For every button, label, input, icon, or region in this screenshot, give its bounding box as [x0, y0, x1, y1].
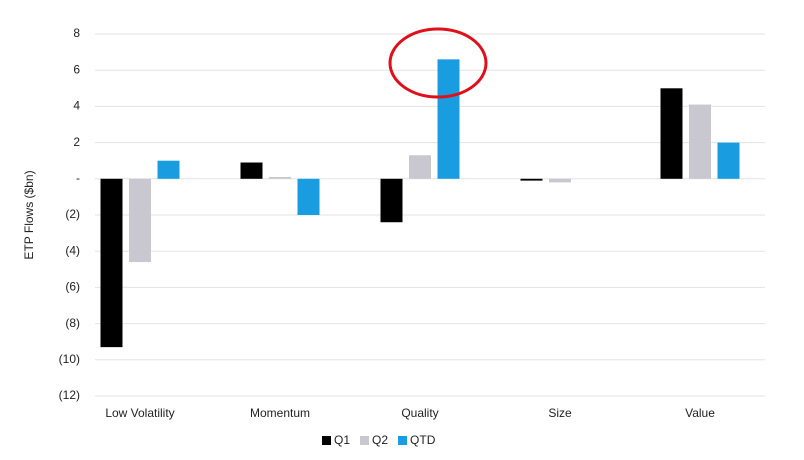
legend-label: Q2 — [372, 433, 388, 447]
bar — [660, 88, 683, 179]
y-tick-label: (10) — [59, 352, 80, 366]
legend-swatch — [360, 436, 370, 445]
y-tick-label: (6) — [65, 280, 80, 294]
y-tick-label: 8 — [73, 26, 80, 40]
bar — [409, 155, 431, 179]
highlight-circle — [388, 27, 488, 99]
bar — [240, 162, 263, 179]
y-tick-label: - — [76, 171, 80, 185]
bar — [549, 178, 571, 183]
x-tick-label: Value — [685, 406, 715, 420]
y-tick-label: (4) — [65, 243, 80, 257]
legend-swatch — [398, 436, 408, 445]
y-axis-title: ETP Flows ($bn) — [22, 170, 36, 259]
bar — [380, 178, 403, 223]
bar — [717, 142, 740, 179]
x-tick-label: Low Volatility — [105, 406, 174, 420]
y-tick-label: 4 — [73, 99, 80, 113]
bar — [269, 176, 291, 179]
y-tick-label: 6 — [73, 62, 80, 76]
bar — [437, 59, 460, 179]
legend-swatch — [322, 436, 331, 445]
bar — [129, 178, 151, 263]
bar — [100, 178, 123, 348]
plot-area: (12) (10) (8) (6) (4) (2) - 2 4 6 8 Low Volatility M… — [59, 26, 765, 447]
bar — [157, 160, 180, 179]
bar — [297, 178, 320, 215]
legend-label: QTD — [410, 433, 436, 447]
y-tick-label: 2 — [73, 135, 80, 149]
y-tick-label: (2) — [65, 207, 80, 221]
x-tick-label: Momentum — [250, 406, 310, 420]
x-tick-label: Quality — [401, 406, 438, 420]
bar — [520, 178, 543, 181]
bar — [689, 104, 711, 179]
legend-label: Q1 — [334, 433, 350, 447]
y-tick-label: (8) — [65, 316, 80, 330]
y-tick-label: (12) — [59, 388, 80, 402]
x-tick-label: Size — [548, 406, 572, 420]
